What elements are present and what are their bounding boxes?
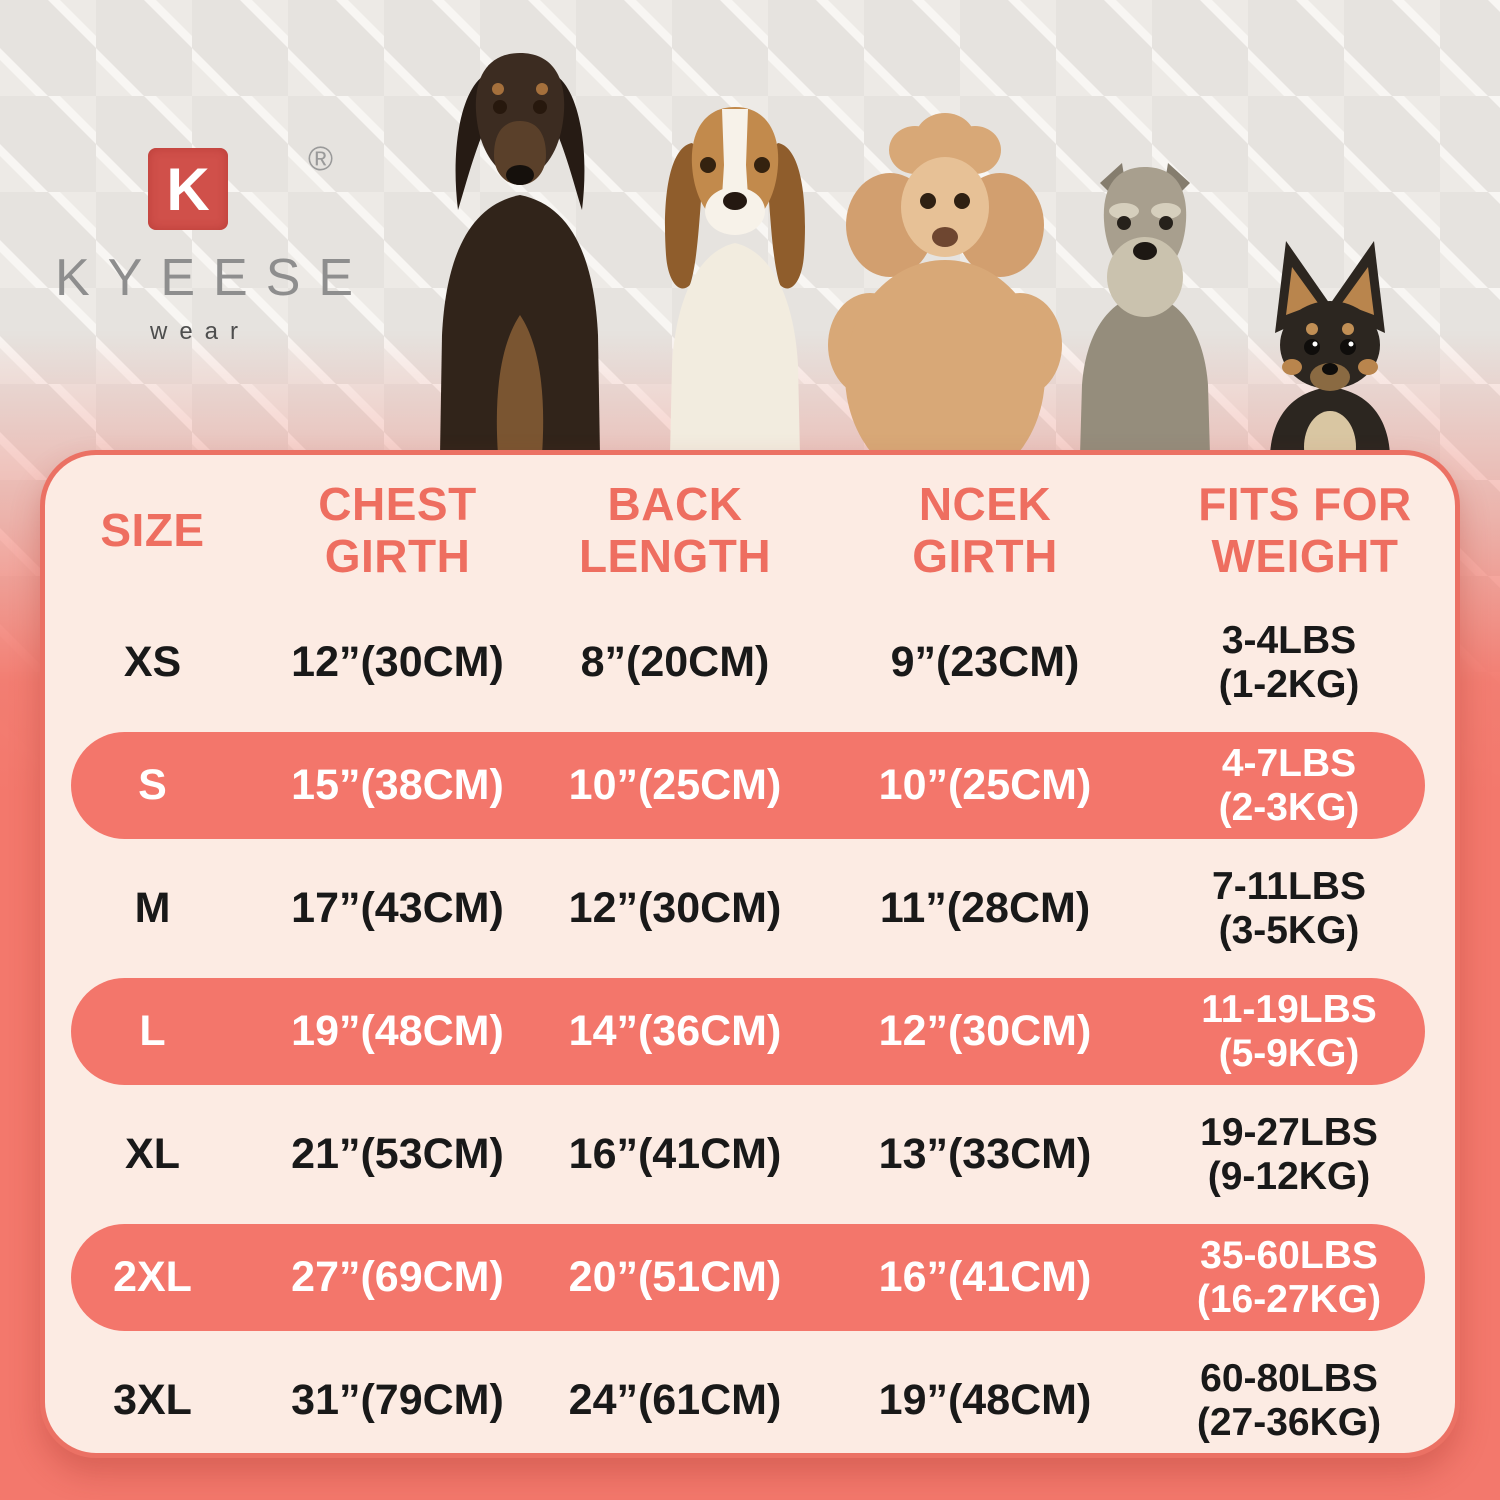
back-length-cell: 12”(30CM) bbox=[568, 884, 782, 932]
neck-girth-cell: 12”(30CM) bbox=[878, 1007, 1092, 1055]
neck-girth-cell: 19”(48CM) bbox=[878, 1376, 1092, 1424]
brand-name: KYEESE bbox=[55, 249, 372, 307]
size-cell: S bbox=[138, 761, 167, 809]
back-length-cell: 8”(20CM) bbox=[580, 638, 770, 686]
table-body: XS 12”(30CM) 8”(20CM) 9”(23CM) 3-4LBS (1-… bbox=[45, 601, 1455, 1462]
chest-girth-cell: 12”(30CM) bbox=[291, 638, 504, 686]
back-length-cell: 14”(36CM) bbox=[568, 1007, 782, 1055]
table-row-3xl: 3XL 31”(79CM) 24”(61CM) 19”(48CM) 60-80L… bbox=[45, 1339, 1455, 1462]
neck-girth-cell: 16”(41CM) bbox=[878, 1253, 1092, 1301]
weight-cell: 11-19LBS (5-9KG) bbox=[1201, 987, 1377, 1075]
dogs-photo bbox=[440, 53, 1390, 455]
dog-beagle bbox=[665, 107, 805, 455]
row-highlight-pill bbox=[71, 978, 1425, 1085]
chest-girth-cell: 31”(79CM) bbox=[291, 1376, 504, 1424]
table-row-xl: XL 21”(53CM) 16”(41CM) 13”(33CM) 19-27LB… bbox=[45, 1093, 1455, 1216]
weight-cell: 4-7LBS (2-3KG) bbox=[1218, 741, 1360, 829]
table-row-2xl: 2XL 27”(69CM) 20”(51CM) 16”(41CM) 35-60L… bbox=[45, 1216, 1455, 1339]
row-highlight-pill bbox=[71, 1224, 1425, 1331]
table-row-m: M 17”(43CM) 12”(30CM) 11”(28CM) 7-11LBS(… bbox=[45, 847, 1455, 970]
neck-girth-cell: 13”(33CM) bbox=[878, 1130, 1092, 1178]
neck-girth-cell: 11”(28CM) bbox=[879, 884, 1091, 932]
chest-girth-cell: 15”(38CM) bbox=[291, 761, 504, 809]
weight-cell: 7-11LBS (3-5KG) bbox=[1212, 864, 1366, 952]
dog-chihuahua bbox=[1270, 241, 1390, 455]
column-header-chest-girth: CHEST GIRTH bbox=[318, 478, 477, 582]
dog-doberman bbox=[440, 53, 600, 455]
registered-trademark-icon: ® bbox=[308, 140, 334, 178]
table-row-xs: XS 12”(30CM) 8”(20CM) 9”(23CM) 3-4LBS (1-… bbox=[45, 601, 1455, 724]
size-cell: 2XL bbox=[113, 1253, 192, 1301]
back-length-cell: 10”(25CM) bbox=[568, 761, 782, 809]
neck-girth-cell: 9”(23CM) bbox=[890, 638, 1080, 686]
size-chart-card: SIZE CHEST GIRTH BACK LENGTH NCEK GIRTH FIT… bbox=[40, 450, 1460, 1458]
column-header-size: SIZE bbox=[100, 504, 205, 557]
size-cell: L bbox=[139, 1007, 166, 1055]
back-length-cell: 20”(51CM) bbox=[568, 1253, 782, 1301]
size-cell: M bbox=[134, 884, 171, 932]
brand-logo: K ® KYEESE wear bbox=[55, 140, 415, 370]
chest-girth-cell: 17”(43CM) bbox=[291, 884, 504, 932]
weight-cell: 3-4LBS (1-2KG) bbox=[1218, 618, 1360, 706]
size-cell: XL bbox=[125, 1130, 180, 1178]
table-row-s: S 15”(38CM) 10”(25CM) 10”(25CM) 4-7LBS (2… bbox=[45, 724, 1455, 847]
table-header-row: SIZE CHEST GIRTH BACK LENGTH NCEK GIRTH FIT… bbox=[45, 461, 1455, 601]
weight-cell: 19-27LBS (9-12KG) bbox=[1200, 1110, 1378, 1198]
chest-girth-cell: 19”(48CM) bbox=[291, 1007, 504, 1055]
brand-logo-mark: K bbox=[148, 148, 228, 230]
chest-girth-cell: 27”(69CM) bbox=[291, 1253, 504, 1301]
table-row-l: L 19”(48CM) 14”(36CM) 12”(30CM) 11-19LBS… bbox=[45, 970, 1455, 1093]
weight-cell: 60-80LBS (27-36KG) bbox=[1196, 1356, 1382, 1444]
size-cell: 3XL bbox=[113, 1376, 192, 1424]
column-header-neck-girth: NCEK GIRTH bbox=[912, 478, 1058, 582]
back-length-cell: 16”(41CM) bbox=[568, 1130, 782, 1178]
neck-girth-cell: 10”(25CM) bbox=[878, 761, 1092, 809]
row-highlight-pill bbox=[71, 732, 1425, 839]
back-length-cell: 24”(61CM) bbox=[568, 1376, 782, 1424]
column-header-fits-for-weight: FITS FOR WEIGHT bbox=[1198, 478, 1412, 582]
brand-subtitle: wear bbox=[150, 318, 251, 345]
chest-girth-cell: 21”(53CM) bbox=[291, 1130, 504, 1178]
column-header-back-length: BACK LENGTH bbox=[578, 478, 772, 582]
weight-cell: 35-60LBS (16-27KG) bbox=[1196, 1233, 1382, 1321]
dog-schnauzer bbox=[1080, 163, 1210, 455]
dog-poodle bbox=[828, 113, 1062, 455]
size-cell: XS bbox=[123, 638, 182, 686]
